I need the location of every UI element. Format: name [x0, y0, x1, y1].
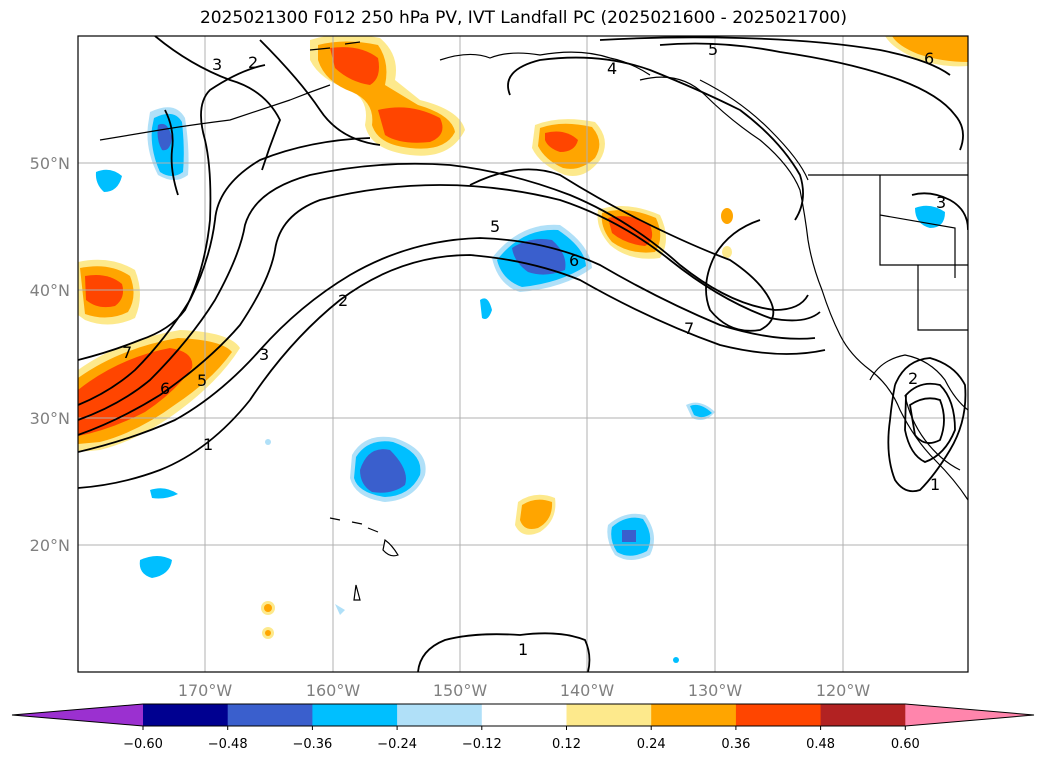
contour-label: 7 — [684, 319, 694, 338]
contour-label: 3 — [259, 345, 269, 364]
colorbar-tick-label: −0.60 — [123, 737, 163, 752]
colorbar-segment — [481, 704, 567, 726]
colorbar-tick-label: 0.24 — [637, 737, 666, 752]
coastlines — [99, 41, 968, 601]
lon-label: 170°W — [178, 681, 233, 700]
contour-label: 6 — [160, 379, 170, 398]
contour-label: 3 — [936, 193, 946, 212]
lat-label: 30°N — [30, 409, 70, 428]
colorbar-segment — [312, 704, 398, 726]
lon-label: 130°W — [688, 681, 743, 700]
colorbar-tick-label: 0.36 — [721, 737, 750, 752]
contour-label: 1 — [518, 640, 528, 659]
lat-label: 20°N — [30, 536, 70, 555]
colorbar-tick-label: −0.36 — [292, 737, 332, 752]
colorbar-tick-label: 0.48 — [806, 737, 835, 752]
colorbar-segment — [651, 704, 737, 726]
contour-label: 7 — [122, 343, 132, 362]
map-title: 2025021300 F012 250 hPa PV, IVT Landfall… — [199, 8, 847, 28]
contour-label: 2 — [908, 369, 918, 388]
lon-label: 120°W — [816, 681, 871, 700]
colorbar-extend-low — [12, 704, 143, 726]
colorbar-tick-label: 0.60 — [891, 737, 920, 752]
contour-label: 4 — [607, 59, 617, 78]
contour-label: 2 — [248, 53, 258, 72]
colorbar-tick-label: −0.12 — [462, 737, 502, 752]
latitude-labels: 50°N 40°N 30°N 20°N — [30, 154, 70, 555]
lat-label: 40°N — [30, 281, 70, 300]
colorbar-tick-label: −0.24 — [377, 737, 417, 752]
contour-label: 2 — [338, 291, 348, 310]
colorbar-segment — [735, 704, 822, 726]
longitude-labels: 170°W 160°W 150°W 140°W 130°W 120°W — [178, 681, 871, 700]
colorbar-segment — [566, 704, 652, 726]
contour-label: 3 — [212, 55, 222, 74]
contour-label: 1 — [930, 475, 940, 494]
map-frame — [77, 35, 969, 673]
contour-label: 5 — [708, 40, 718, 59]
pv-contours — [78, 36, 968, 672]
lon-label: 140°W — [560, 681, 615, 700]
colorbar-tick-label: 0.12 — [552, 737, 581, 752]
colorbar-tick-label: −0.48 — [208, 737, 248, 752]
contour-labels: 2 3 5 4 5 6 6 7 2 3 5 6 7 1 1 1 2 3 — [122, 40, 946, 659]
map-content: 2 3 5 4 5 6 6 7 2 3 5 6 7 1 1 1 2 3 — [78, 36, 968, 672]
lon-label: 150°W — [433, 681, 488, 700]
colorbar: −0.60 −0.48 −0.36 −0.24 −0.12 0.12 0.24 0.36 0.4… — [11, 703, 1035, 752]
contour-label: 5 — [197, 371, 207, 390]
contour-label: 6 — [924, 49, 934, 68]
contour-label: 6 — [569, 251, 579, 270]
colorbar-extend-high — [905, 704, 1034, 726]
contour-label: 1 — [203, 435, 213, 454]
colorbar-segment — [227, 704, 313, 726]
colorbar-segment — [820, 704, 906, 726]
lon-label: 160°W — [306, 681, 361, 700]
colorbar-segment — [143, 704, 229, 726]
contour-label: 5 — [490, 217, 500, 236]
colorbar-segment — [397, 704, 483, 726]
lat-label: 50°N — [30, 154, 70, 173]
